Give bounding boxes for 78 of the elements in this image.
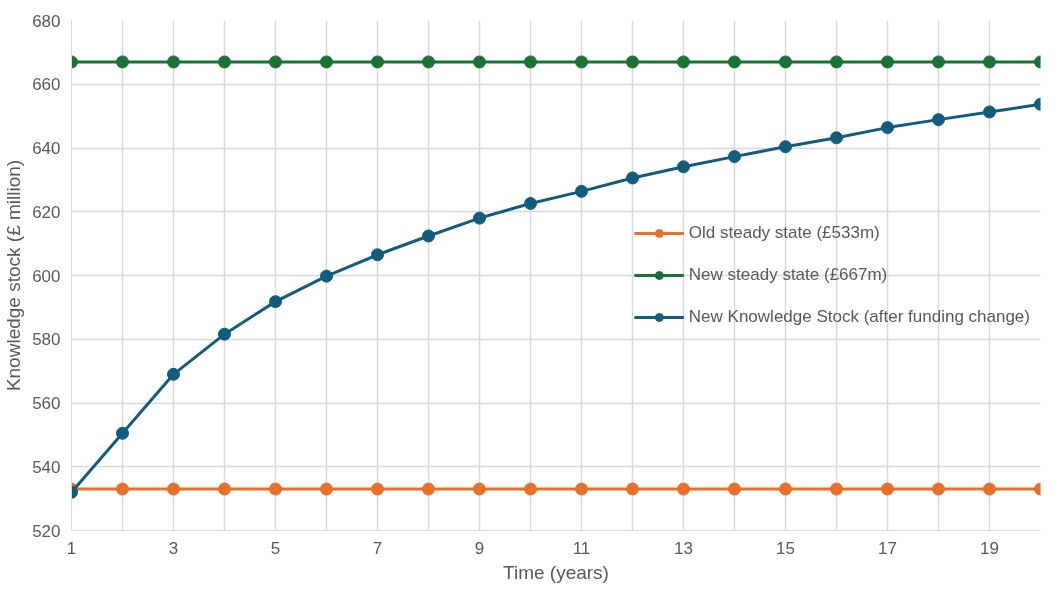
x-tick-label: 5 — [270, 538, 281, 558]
y-tick-label: 620 — [32, 202, 61, 222]
y-tick-label: 580 — [32, 330, 61, 350]
point — [575, 184, 588, 198]
point — [524, 196, 537, 210]
point — [881, 121, 894, 135]
y-tick-label: 680 — [32, 11, 61, 31]
x-tick-label: 11 — [572, 538, 591, 558]
point — [830, 131, 843, 145]
y-tick-label: 660 — [32, 75, 61, 95]
point — [983, 55, 996, 69]
point — [575, 55, 588, 69]
point — [932, 482, 945, 496]
point — [167, 55, 180, 69]
point — [422, 482, 435, 496]
point — [881, 55, 894, 69]
y-tick-label: 560 — [32, 394, 61, 413]
point — [626, 55, 639, 69]
point — [932, 113, 945, 127]
point — [524, 482, 537, 496]
y-tick-label: 600 — [32, 266, 61, 286]
point — [320, 482, 333, 496]
point — [779, 140, 792, 154]
point — [218, 55, 231, 69]
point — [218, 327, 231, 341]
point — [779, 482, 792, 496]
legend-label: New Knowledge Stock (after funding change) — [688, 307, 1030, 327]
point — [575, 482, 588, 496]
x-tick-label: 9 — [474, 538, 485, 558]
x-tick-label: 3 — [168, 538, 179, 558]
legend-label: New steady state (£667m) — [688, 265, 888, 285]
point — [269, 295, 282, 309]
point — [371, 482, 384, 496]
point — [473, 211, 486, 225]
point — [728, 150, 741, 164]
point — [677, 55, 690, 69]
point — [524, 55, 537, 69]
point — [626, 482, 639, 496]
point — [269, 55, 282, 69]
point — [167, 482, 180, 496]
y-tick-label: 520 — [32, 521, 61, 541]
point — [677, 482, 690, 496]
point — [677, 160, 690, 174]
x-tick-label: 17 — [878, 538, 897, 558]
point — [116, 426, 129, 440]
point — [830, 55, 843, 69]
y-tick-label: 640 — [32, 139, 61, 158]
point — [473, 482, 486, 496]
x-tick-label: 15 — [776, 538, 795, 558]
x-tick-label: 1 — [66, 538, 77, 558]
point — [371, 248, 384, 262]
point — [422, 229, 435, 243]
point — [422, 55, 435, 69]
point — [728, 482, 741, 496]
point — [626, 171, 639, 185]
y-axis-title: Knowledge stock (£ million) — [3, 159, 25, 392]
point — [983, 105, 996, 119]
point — [932, 55, 945, 69]
legend-label: Old steady state (£533m) — [688, 223, 880, 243]
x-axis-title: Time (years) — [503, 561, 609, 583]
point — [218, 482, 231, 496]
point — [320, 269, 333, 283]
point — [881, 482, 894, 496]
point — [116, 55, 129, 69]
point — [116, 482, 129, 496]
point — [728, 55, 741, 69]
point — [779, 55, 792, 69]
point — [371, 55, 384, 69]
point — [167, 367, 180, 381]
x-tick-label: 13 — [674, 538, 693, 558]
point — [983, 482, 996, 496]
y-tick-label: 540 — [32, 457, 61, 477]
point — [320, 55, 333, 69]
point — [830, 482, 843, 496]
point — [269, 482, 282, 496]
x-tick-label: 19 — [980, 538, 999, 558]
point — [473, 55, 486, 69]
x-tick-label: 7 — [372, 538, 383, 558]
